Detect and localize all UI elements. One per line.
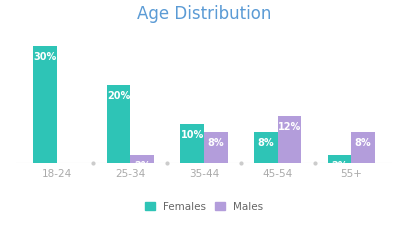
Text: 12%: 12% <box>278 121 301 131</box>
Bar <box>254 132 278 163</box>
Text: 8%: 8% <box>208 137 224 147</box>
Bar <box>204 132 228 163</box>
Bar <box>328 156 351 163</box>
Text: 20%: 20% <box>107 90 130 100</box>
Bar <box>351 132 375 163</box>
Text: 30%: 30% <box>33 51 56 61</box>
Bar <box>180 125 204 163</box>
Bar <box>130 156 154 163</box>
Title: Age Distribution: Age Distribution <box>137 5 271 23</box>
Legend: Females, Males: Females, Males <box>140 197 268 215</box>
Text: 2%: 2% <box>331 160 348 170</box>
Text: 8%: 8% <box>258 137 274 147</box>
Bar <box>33 47 57 163</box>
Text: 2%: 2% <box>134 160 150 170</box>
Text: 8%: 8% <box>355 137 372 147</box>
Bar <box>107 86 130 163</box>
Bar <box>278 117 301 163</box>
Text: 10%: 10% <box>180 129 204 139</box>
